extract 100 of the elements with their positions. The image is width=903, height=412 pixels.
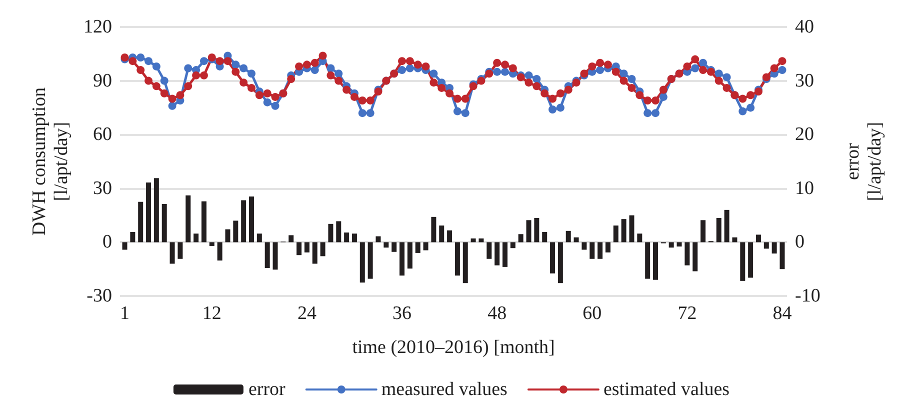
bar: [629, 215, 634, 242]
bar: [772, 242, 777, 254]
bar: [653, 242, 658, 280]
bar: [526, 220, 532, 242]
y2-tick-label: 20: [795, 124, 814, 146]
bar: [716, 218, 722, 242]
bar: [574, 237, 579, 242]
y-tick-label: 30: [93, 178, 112, 199]
bar: [400, 242, 405, 276]
bar: [217, 242, 222, 260]
bar: [740, 242, 746, 281]
bar: [732, 237, 738, 242]
bar: [146, 182, 152, 242]
bar: [264, 242, 270, 268]
bar: [312, 242, 318, 264]
bar: [637, 234, 642, 242]
bar: [209, 242, 214, 246]
bar: [478, 238, 484, 242]
bar: [676, 242, 682, 247]
legend-label: error: [248, 379, 286, 400]
legend-label: measured values: [381, 379, 508, 400]
bar: [241, 200, 246, 242]
bar: [360, 242, 365, 283]
legend-label: estimated values: [603, 379, 730, 400]
bar: [256, 234, 262, 242]
y2-tick-label: 30: [795, 70, 814, 92]
bar: [194, 234, 199, 242]
bar: [376, 236, 381, 242]
bar: [186, 195, 191, 242]
bar: [423, 242, 428, 250]
bar: [272, 242, 278, 270]
bar: [542, 232, 548, 242]
x-axis-title: time (2010–2016) [month]: [352, 337, 555, 358]
bar: [510, 242, 516, 248]
bar: [439, 226, 444, 242]
bar: [764, 242, 769, 249]
x-tick-label: 72: [678, 303, 697, 324]
bar: [518, 234, 524, 242]
bar: [130, 232, 136, 242]
bar: [613, 226, 618, 242]
bar: [550, 242, 556, 274]
x-tick-label: 60: [582, 303, 602, 324]
bar: [486, 242, 492, 259]
bar: [431, 216, 436, 242]
bar: [598, 242, 603, 259]
bar: [582, 242, 587, 250]
y-tick-label: -30: [86, 286, 112, 306]
x-tick-label: 12: [202, 303, 222, 324]
bar: [138, 202, 144, 242]
bar: [304, 242, 310, 252]
y-axis-title: DWH consumption [l/apt/day]: [29, 86, 72, 236]
bar: [566, 230, 571, 242]
bar: [328, 224, 334, 242]
bar: [534, 218, 540, 242]
bar: [368, 242, 373, 279]
bar: [748, 242, 754, 278]
bar: [780, 242, 785, 270]
bar: [494, 242, 500, 266]
bar: [668, 242, 674, 248]
bar: [756, 234, 761, 242]
x-tick-label: 48: [488, 303, 507, 324]
x-tick-label: 36: [392, 303, 412, 324]
bar: [288, 235, 294, 242]
bar: [692, 242, 698, 272]
x-tick-label: 84: [772, 303, 792, 324]
bar: [462, 242, 468, 284]
y2-tick-label: 10: [795, 178, 814, 199]
bar: [336, 221, 342, 242]
y2-axis-title: error [l/apt/day]: [842, 122, 886, 202]
bar: [684, 242, 690, 266]
bar: [454, 242, 460, 276]
y-tick-label: 0: [102, 232, 112, 253]
y-tick-label: 120: [84, 16, 112, 38]
bar: [392, 242, 397, 252]
y2-tick-label: 0: [795, 232, 804, 253]
bar: [407, 242, 412, 269]
bar: [225, 229, 230, 242]
bar: [700, 220, 706, 242]
bar: [724, 210, 730, 242]
bar: [320, 242, 326, 256]
y2-tick-label: -10: [795, 286, 820, 306]
y2-tick-label: 40: [795, 16, 814, 38]
x-tick-label: 1: [120, 303, 130, 324]
bar: [590, 242, 595, 259]
bar: [154, 178, 159, 242]
bar: [178, 242, 183, 259]
bar: [605, 242, 610, 252]
y-tick-label: 90: [93, 70, 112, 92]
bar: [558, 242, 563, 284]
bar: [296, 242, 302, 256]
bar: [201, 201, 206, 242]
bar: [233, 220, 238, 242]
bar: [415, 242, 420, 253]
bar: [645, 242, 650, 279]
bar: [352, 234, 357, 242]
bar: [344, 232, 350, 242]
bar: [170, 242, 175, 264]
bar: [621, 219, 626, 242]
x-tick-label: 24: [297, 303, 317, 324]
bar: [447, 230, 452, 242]
